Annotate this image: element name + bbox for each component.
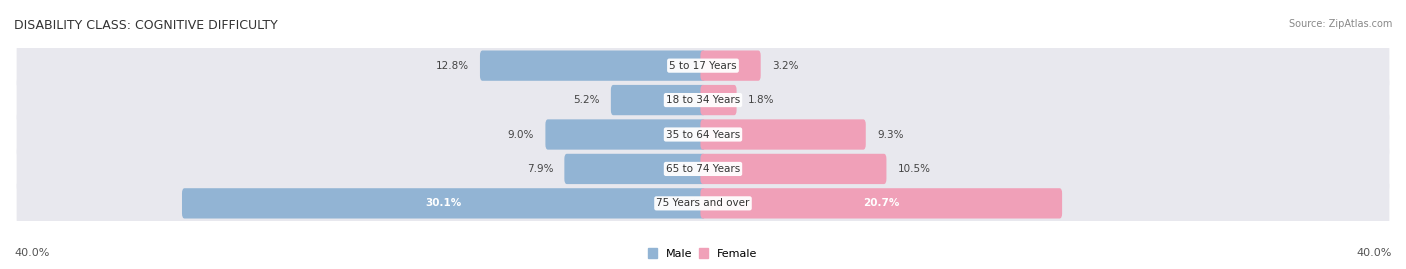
Text: 35 to 64 Years: 35 to 64 Years (666, 129, 740, 140)
FancyBboxPatch shape (17, 141, 1389, 197)
Text: 30.1%: 30.1% (426, 198, 463, 208)
Text: 40.0%: 40.0% (14, 248, 49, 258)
Text: 20.7%: 20.7% (863, 198, 900, 208)
Text: 18 to 34 Years: 18 to 34 Years (666, 95, 740, 105)
Text: Source: ZipAtlas.com: Source: ZipAtlas.com (1288, 19, 1392, 29)
FancyBboxPatch shape (17, 175, 1389, 231)
FancyBboxPatch shape (700, 188, 1062, 218)
Text: 5.2%: 5.2% (574, 95, 599, 105)
Legend: Male, Female: Male, Female (644, 244, 762, 263)
FancyBboxPatch shape (17, 107, 1389, 162)
Text: 10.5%: 10.5% (897, 164, 931, 174)
Text: 75 Years and over: 75 Years and over (657, 198, 749, 208)
FancyBboxPatch shape (610, 85, 706, 115)
FancyBboxPatch shape (546, 119, 706, 150)
Text: DISABILITY CLASS: COGNITIVE DIFFICULTY: DISABILITY CLASS: COGNITIVE DIFFICULTY (14, 19, 278, 32)
Text: 9.0%: 9.0% (508, 129, 534, 140)
FancyBboxPatch shape (17, 38, 1389, 94)
Text: 9.3%: 9.3% (877, 129, 904, 140)
FancyBboxPatch shape (700, 51, 761, 81)
Text: 7.9%: 7.9% (527, 164, 553, 174)
FancyBboxPatch shape (700, 154, 886, 184)
Text: 65 to 74 Years: 65 to 74 Years (666, 164, 740, 174)
FancyBboxPatch shape (479, 51, 706, 81)
FancyBboxPatch shape (564, 154, 706, 184)
Text: 1.8%: 1.8% (748, 95, 775, 105)
FancyBboxPatch shape (181, 188, 706, 218)
FancyBboxPatch shape (700, 119, 866, 150)
FancyBboxPatch shape (700, 85, 737, 115)
Text: 40.0%: 40.0% (1357, 248, 1392, 258)
Text: 5 to 17 Years: 5 to 17 Years (669, 61, 737, 71)
FancyBboxPatch shape (17, 72, 1389, 128)
Text: 3.2%: 3.2% (772, 61, 799, 71)
Text: 12.8%: 12.8% (436, 61, 468, 71)
